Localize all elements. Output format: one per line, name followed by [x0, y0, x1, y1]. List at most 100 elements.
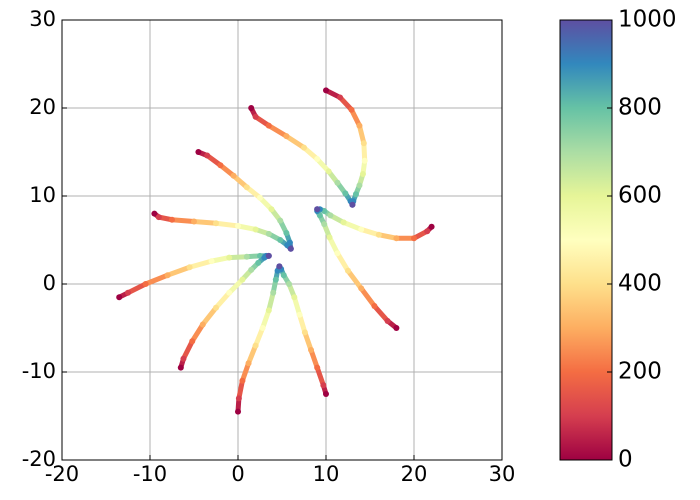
point [348, 106, 355, 113]
point [248, 266, 255, 273]
point [177, 364, 184, 371]
trail-segment [334, 250, 351, 274]
point [248, 105, 255, 111]
trail-segment [283, 133, 307, 151]
point [359, 171, 366, 177]
point [320, 382, 327, 389]
colorbar-tick-label: 600 [618, 183, 662, 209]
trail-segment [226, 277, 245, 296]
point [245, 360, 252, 367]
point [213, 304, 219, 311]
point [326, 234, 333, 241]
x-tick-label: 20 [401, 462, 428, 486]
plot-frame [61, 19, 503, 461]
point [358, 285, 365, 292]
point [265, 230, 272, 237]
trail-segment [239, 360, 252, 384]
trail-segment [191, 219, 219, 226]
trail-segment [213, 220, 241, 229]
trail-segment [371, 303, 391, 324]
point [277, 217, 284, 224]
point [243, 184, 250, 191]
y-tick-label: -10 [22, 359, 56, 383]
point [235, 395, 242, 402]
y-tick-label: 10 [29, 183, 56, 207]
point [199, 321, 206, 328]
trail-segment [125, 281, 149, 296]
point [356, 122, 363, 129]
point [257, 194, 263, 201]
point [325, 168, 332, 175]
point [235, 408, 241, 415]
point [265, 307, 272, 314]
point [375, 231, 382, 238]
trail-segment [314, 365, 326, 388]
point [314, 206, 321, 213]
x-tick-label: 10 [313, 462, 340, 486]
point [151, 210, 158, 217]
colorbar-tick-label: 400 [618, 271, 662, 297]
trail-segment [260, 307, 272, 331]
point [239, 276, 246, 283]
point [155, 214, 162, 221]
point [283, 229, 290, 236]
point [213, 220, 219, 227]
point [252, 226, 259, 233]
point [321, 221, 328, 228]
y-tick-label: 0 [43, 271, 56, 295]
trail-segment [358, 285, 377, 309]
point [371, 303, 378, 309]
y-tick-label: 30 [29, 7, 56, 31]
point [345, 267, 351, 274]
point [191, 218, 197, 225]
point [169, 216, 175, 223]
point [217, 162, 224, 169]
point [276, 263, 283, 270]
trail-segment [302, 329, 314, 353]
point [334, 250, 341, 257]
trail-segment [189, 321, 206, 344]
point [195, 149, 202, 155]
trail-segment [246, 343, 259, 366]
point [270, 289, 277, 296]
point [125, 289, 131, 296]
point [277, 237, 284, 243]
point [239, 377, 246, 384]
trail-segment [200, 305, 219, 327]
colorbar-tick-label: 0 [618, 447, 633, 473]
point [265, 122, 272, 129]
point [349, 201, 356, 208]
point [393, 235, 400, 242]
trail-segment [187, 258, 215, 270]
point [180, 355, 187, 362]
point [424, 228, 431, 235]
point [226, 289, 233, 296]
y-tick-label: 20 [29, 95, 56, 119]
point [308, 347, 315, 353]
point [226, 254, 233, 261]
point [384, 317, 391, 324]
trail-segment [213, 290, 232, 311]
point [301, 329, 308, 336]
trail-segment [341, 219, 364, 232]
point [358, 226, 365, 233]
point [291, 294, 298, 301]
point [393, 325, 400, 331]
point [243, 253, 250, 260]
point [361, 157, 368, 164]
point [116, 294, 123, 301]
trail-segment [253, 325, 266, 349]
point [323, 391, 329, 397]
point [255, 259, 262, 266]
point [252, 113, 259, 120]
point [283, 133, 290, 140]
point [268, 206, 275, 213]
point [235, 222, 241, 229]
x-tick-label: -20 [45, 462, 79, 486]
point [252, 342, 259, 349]
point [230, 172, 237, 179]
point [352, 191, 359, 198]
point [327, 212, 334, 219]
point [411, 235, 417, 242]
point [316, 212, 323, 219]
